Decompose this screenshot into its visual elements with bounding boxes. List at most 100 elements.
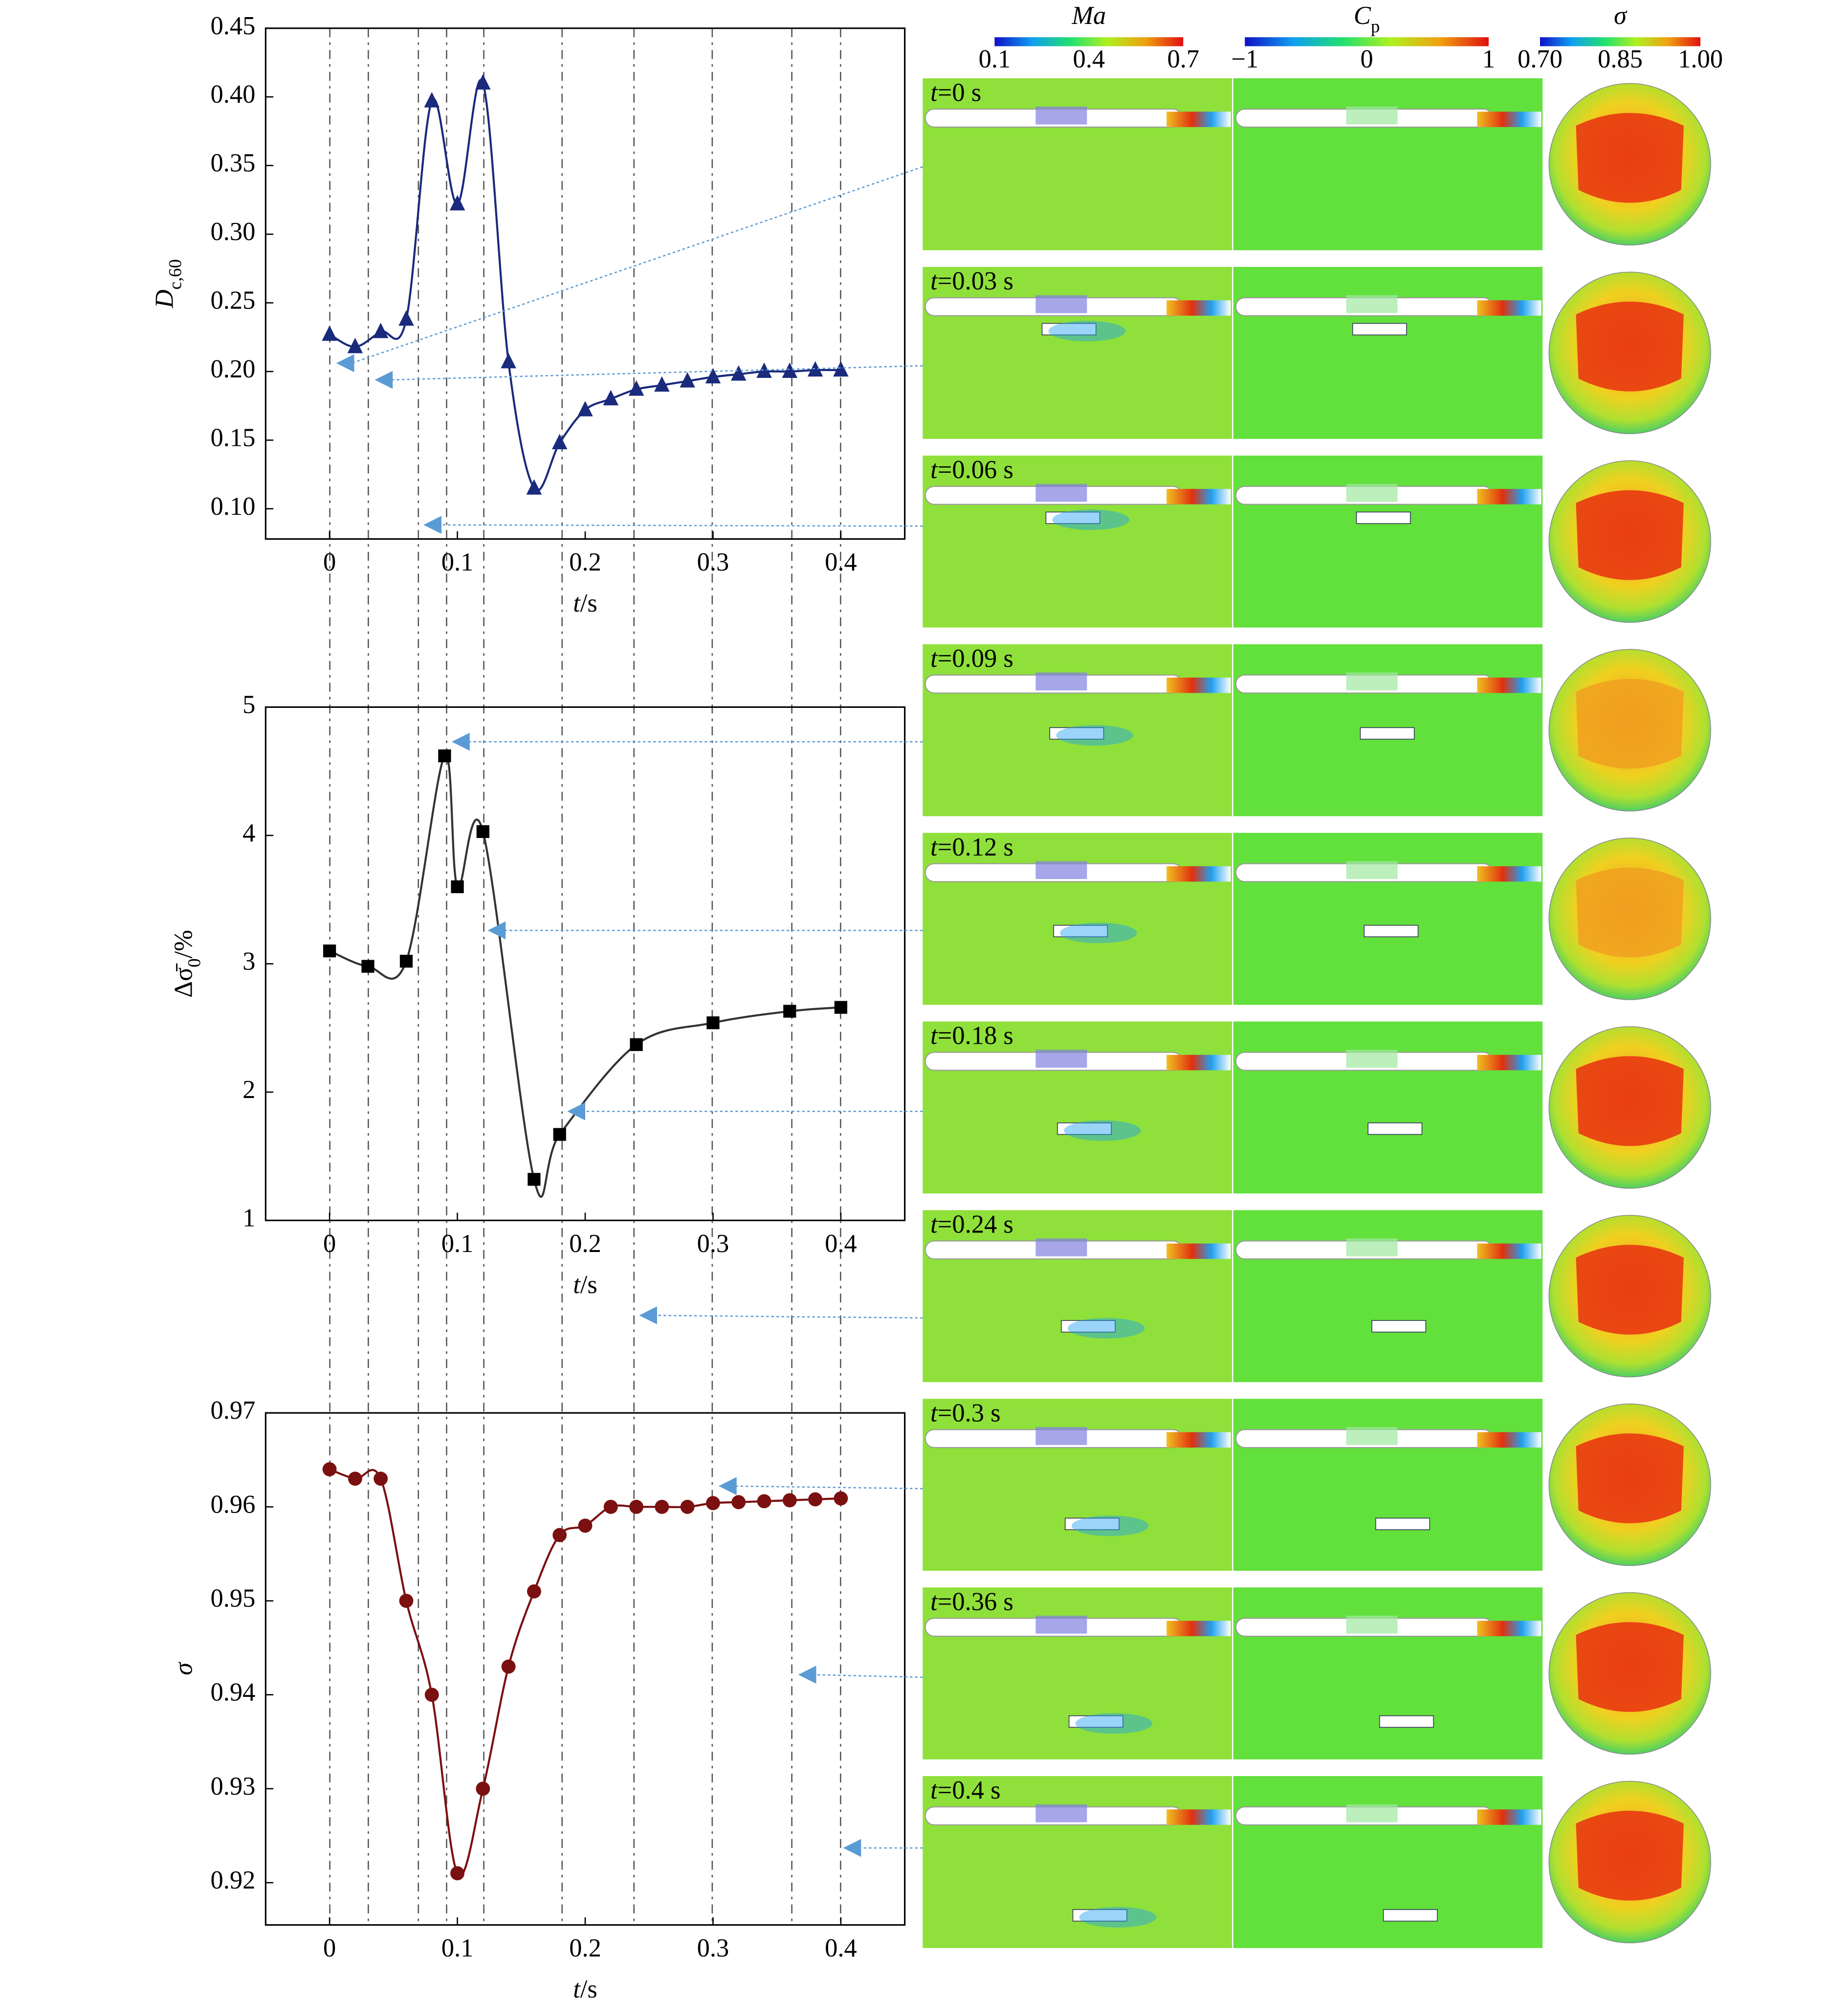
snapshot-label-part: =0.03 s [938,267,1013,295]
marker [577,401,593,417]
bay [1346,861,1398,879]
nacelle [1166,866,1231,882]
marker [629,1499,644,1514]
colorbar [1540,37,1701,46]
contour-panel [1233,1587,1543,1759]
marker [322,325,337,341]
x-axis-label-part: /s [580,1975,597,1999]
sigma-core [1576,679,1684,769]
store [1364,924,1419,938]
y-tick-label: 0.95 [211,1584,256,1613]
snapshot-label-part: t [930,1022,938,1050]
wake [1079,1907,1157,1928]
snapshot-label-part: =0.24 s [938,1210,1013,1239]
snapshot-label-part: t [930,267,938,295]
contour-panel [1233,1021,1543,1194]
wake [1048,321,1126,342]
marker [450,1866,464,1881]
nacelle [1477,300,1541,316]
colorbar [1245,37,1489,46]
marker [757,1494,771,1509]
y-axis-label-part: c,60 [165,259,185,289]
store [1379,1715,1434,1728]
snapshot-label-part: t [930,456,938,484]
bay [1035,861,1087,879]
marker [630,1038,643,1051]
snapshot-label-part: t [930,833,938,861]
snapshot-label: t=0.3 s [930,1399,1000,1427]
marker [808,1492,823,1507]
colorbar-title: σ [1614,1,1628,30]
marker [424,92,440,108]
x-axis-label-part: t [573,589,581,617]
arrow-line [351,166,923,364]
x-axis-label: t/s [573,1975,597,1999]
store [1057,1122,1112,1135]
nacelle [1166,678,1231,693]
marker [706,1496,720,1511]
y-tick-label: 0.92 [211,1866,256,1894]
snapshot-label: t=0.36 s [930,1587,1013,1616]
marker [348,1472,362,1486]
arrow-head [639,1306,657,1325]
store [1053,924,1108,938]
snapshot: t=0.24 s [923,1210,1711,1383]
sigma-core [1576,490,1684,580]
x-axis-label-part: t [573,1975,581,1999]
y-tick-label: 5 [242,690,255,719]
colorbar-tick-label: 1 [1482,45,1495,73]
nacelle [1477,678,1541,693]
x-tick-label: 0.4 [825,1230,857,1258]
colorbar-tick-label: 0.70 [1518,45,1562,73]
marker [374,1472,388,1486]
marker [399,955,413,968]
marker [449,195,465,211]
marker [424,1688,439,1702]
colorbar-title-part: C [1354,1,1371,30]
arrow-line [439,524,923,527]
bay [1346,1427,1398,1445]
colorbar-title-part: σ [1614,1,1628,30]
nacelle [1477,1809,1541,1825]
marker [475,74,491,90]
store [1064,1517,1120,1530]
contour-panel [1233,1399,1543,1571]
arrow-line [814,1674,923,1678]
nacelle [1166,1054,1231,1071]
snapshot-label: t=0.09 s [930,644,1013,673]
y-tick-label: 0.20 [211,355,256,383]
marker [756,362,772,378]
bay [1035,1427,1087,1445]
x-tick-label: 0.3 [697,548,729,576]
y-axis-label-part: /% [170,930,198,958]
marker [323,945,336,958]
x-axis-label: t/s [573,589,597,617]
snapshot-label: t=0.06 s [930,456,1013,484]
sigma-core [1576,1245,1684,1335]
bay [1346,483,1398,502]
y-axis-label-part: Δσ̄ [170,963,198,998]
snapshot-label: t=0.4 s [930,1776,1000,1804]
bay [1035,483,1087,502]
bay [1035,1238,1087,1256]
nacelle [1166,111,1231,127]
bay [1035,295,1087,313]
y-tick-label: 0.10 [211,492,256,521]
marker [680,372,695,388]
sigma-core [1576,113,1684,203]
arrow-line [654,1315,923,1319]
y-tick-label: 3 [242,947,255,975]
marker [655,1499,669,1514]
sigma-core [1576,1622,1684,1712]
bay [1346,1050,1398,1068]
snapshot: t=0.09 s [923,644,1711,816]
colorbar-title-part: Ma [1071,1,1106,30]
marker [476,1781,490,1796]
nacelle [1477,1243,1541,1259]
store [1049,727,1104,740]
arrow-line [734,1485,923,1490]
snapshot: t=0.18 s [923,1021,1711,1194]
snapshot-label-part: t [930,1399,938,1427]
